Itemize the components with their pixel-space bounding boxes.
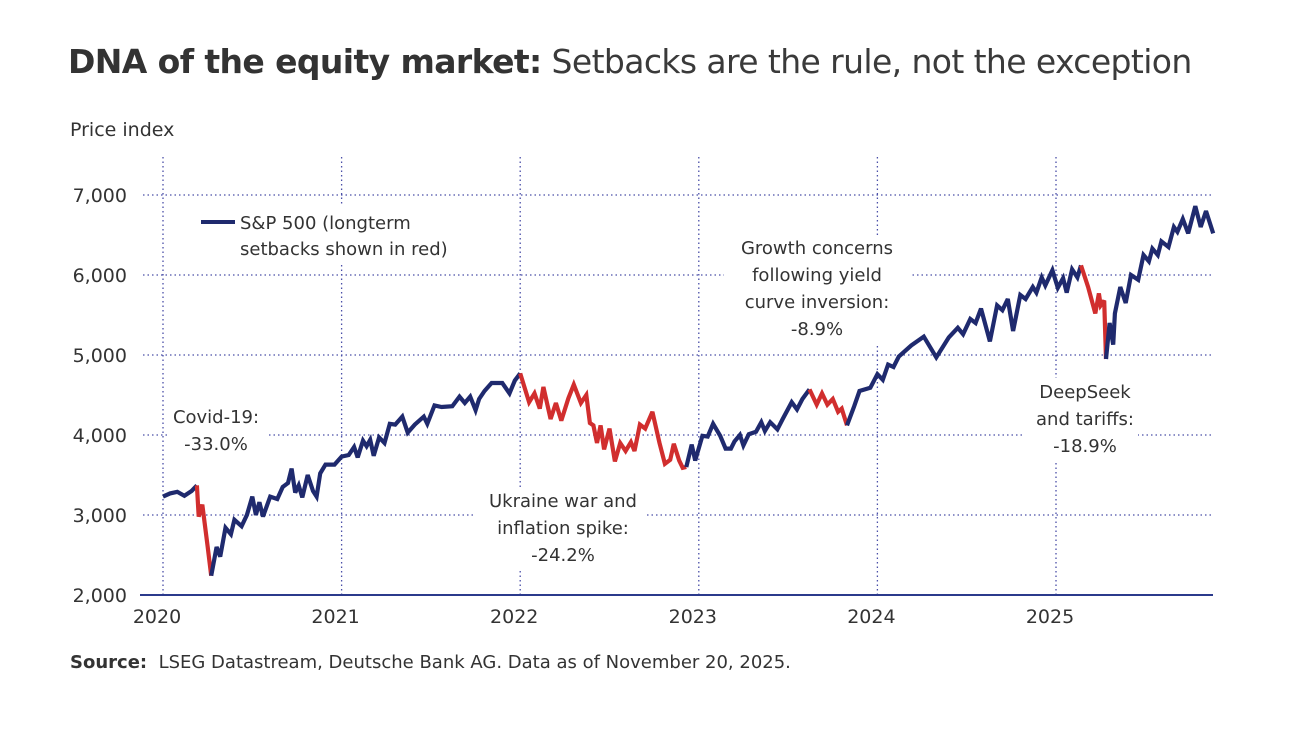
x-tick-label: 2022 [490, 606, 538, 628]
setback-segment [1079, 264, 1109, 360]
legend-label-line1: S&P 500 (longterm [240, 213, 411, 234]
annotation-line: following yield [752, 265, 882, 286]
annotation-line: inflation spike: [497, 518, 629, 539]
y-tick-label: 4,000 [73, 425, 127, 447]
annotation-bg [724, 236, 910, 344]
series-segment [209, 372, 522, 577]
source-label: Source: [70, 652, 148, 673]
setback-segment [807, 388, 850, 427]
title-light: Setbacks are the rule, not the exception [551, 42, 1193, 81]
annotation-covid: Covid-19: -33.0% [168, 403, 266, 457]
y-tick-label: 6,000 [73, 265, 127, 287]
chart-title: DNA of the equity market: Setbacks are t… [68, 42, 1192, 81]
series-segment [162, 483, 199, 499]
setback-segment [518, 372, 687, 471]
series-lines [162, 205, 1216, 577]
annotation-line: curve inversion: [745, 292, 890, 313]
annotation-yield-curve: Growth concerns following yield curve in… [724, 236, 910, 344]
source-text: LSEG Datastream, Deutsche Bank AG. Data … [158, 652, 791, 673]
x-tick-labels: 2020 2021 2022 2023 2024 2025 [133, 606, 1074, 628]
annotation-line: -8.9% [791, 319, 843, 340]
x-tick-label: 2023 [669, 606, 717, 628]
legend-label-line2: setbacks shown in red) [240, 239, 448, 260]
annotation-line: Covid-19: [173, 407, 259, 428]
legend: S&P 500 (longterm setbacks shown in red) [196, 206, 468, 262]
annotation-ukraine: Ukraine war and inflation spike: -24.2% [476, 488, 646, 568]
annotation-line: Ukraine war and [489, 491, 637, 512]
y-tick-labels: 7,000 6,000 5,000 4,000 3,000 2,000 [73, 185, 127, 607]
x-tick-label: 2020 [133, 606, 181, 628]
setback-segment [194, 485, 214, 577]
y-axis-label: Price index [70, 119, 175, 141]
legend-bg [196, 206, 468, 262]
annotation-bg [1024, 378, 1138, 460]
x-tick-label: 2024 [847, 606, 895, 628]
x-tick-label: 2025 [1026, 606, 1074, 628]
series-segment [684, 388, 812, 468]
annotation-line: and tariffs: [1036, 409, 1134, 430]
annotation-line: Growth concerns [741, 238, 893, 259]
y-tick-label: 3,000 [73, 505, 127, 527]
annotation-line: -18.9% [1053, 436, 1117, 457]
annotation-line: DeepSeek [1039, 382, 1131, 403]
y-tick-label: 5,000 [73, 345, 127, 367]
x-tick-label: 2021 [311, 606, 359, 628]
legend-label-line2-suffix: ) [441, 239, 448, 260]
annotation-bg [476, 488, 646, 568]
y-tick-label: 2,000 [73, 585, 127, 607]
annotation-line: -33.0% [184, 434, 248, 455]
series-segment [1103, 205, 1216, 360]
legend-label-line2-text: setbacks shown in red [240, 239, 441, 260]
series-segment [845, 264, 1084, 427]
source-note: Source: LSEG Datastream, Deutsche Bank A… [70, 652, 791, 673]
annotation-line: -24.2% [531, 545, 595, 566]
annotation-deepseek: DeepSeek and tariffs: -18.9% [1024, 378, 1138, 460]
title-bold: DNA of the equity market: [68, 42, 542, 81]
annotation-bg [168, 403, 266, 457]
y-tick-label: 7,000 [73, 185, 127, 207]
